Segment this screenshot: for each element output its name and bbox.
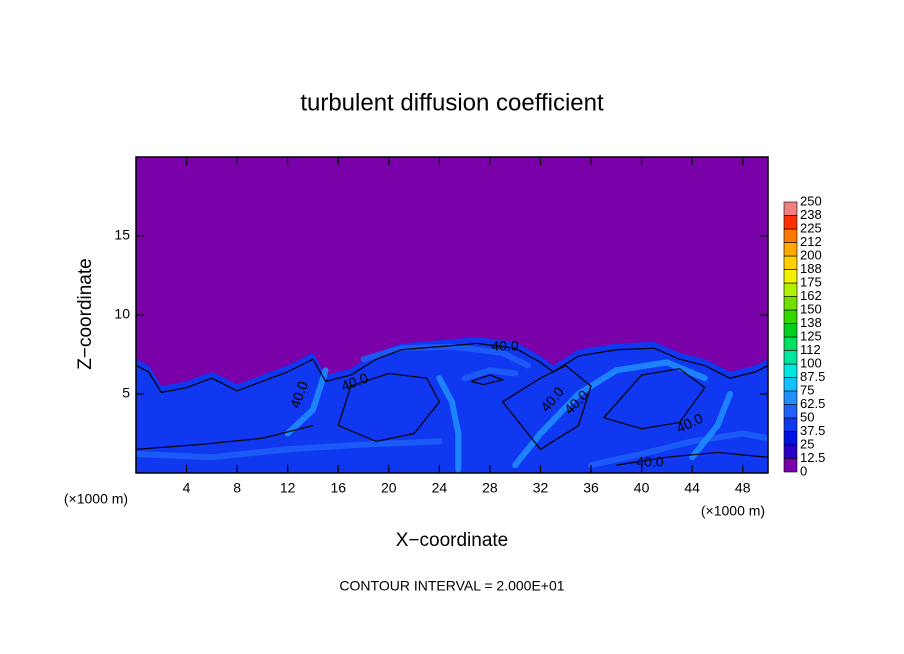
- x-tick-label: 24: [432, 480, 448, 496]
- colorbar-label: 188: [800, 261, 822, 276]
- x-unit-label: (×1000 m): [64, 491, 128, 507]
- colorbar-swatch: [783, 228, 798, 243]
- colorbar-swatch: [783, 269, 798, 284]
- x-tick-label: 4: [183, 480, 191, 496]
- x-tick-label: 36: [583, 480, 599, 496]
- field-streak: [284, 367, 329, 437]
- field-streak: [689, 391, 734, 461]
- colorbar-label: 225: [800, 220, 822, 235]
- field-streak: [461, 367, 519, 382]
- colorbar-label: 200: [800, 247, 822, 262]
- colorbar-swatch: [783, 242, 798, 257]
- colorbar-swatch: [783, 431, 798, 446]
- contour-line: [470, 374, 505, 386]
- contour-line: [616, 451, 768, 466]
- field-streak: [588, 430, 768, 469]
- contour-line: [136, 342, 768, 394]
- colorbar-swatch: [783, 296, 798, 311]
- field-streak: [360, 343, 531, 369]
- contour-line: [502, 364, 592, 451]
- colorbar-label: 12.5: [800, 450, 825, 465]
- colorbar-swatch: [783, 350, 798, 365]
- x-tick-label: 40: [634, 480, 650, 496]
- colorbar-label: 112: [800, 342, 821, 357]
- colorbar-label: 162: [800, 288, 822, 303]
- colorbar-swatch: [783, 336, 798, 351]
- y-tick-label: 5: [122, 385, 130, 401]
- field-streak: [136, 438, 443, 461]
- x-axis-label: X−coordinate: [396, 530, 509, 551]
- x-tick-label: 48: [735, 480, 751, 496]
- colorbar-label: 125: [800, 328, 822, 343]
- contour-line: [136, 425, 314, 450]
- colorbar-label: 100: [800, 355, 822, 370]
- colorbar-swatch: [783, 282, 798, 297]
- colorbar-swatch: [783, 404, 798, 419]
- colorbar-label: 50: [800, 409, 814, 424]
- y-tick-label: 15: [114, 227, 130, 243]
- colorbar-swatch: [783, 309, 798, 324]
- colorbar-label: 87.5: [800, 369, 825, 384]
- colorbar-label: 238: [800, 207, 822, 222]
- colorbar-swatch: [783, 444, 798, 459]
- colorbar-swatch: [783, 363, 798, 378]
- colorbar-swatch: [783, 377, 798, 392]
- colorbar-label: 0: [800, 463, 807, 478]
- y-tick-label: 10: [114, 306, 130, 322]
- colorbar-label: 37.5: [800, 423, 825, 438]
- colorbar-label: 62.5: [800, 396, 825, 411]
- field-streak: [512, 359, 708, 469]
- colorbar-swatch: [783, 255, 798, 270]
- contour-label: 40.0: [491, 338, 518, 354]
- colorbar-swatch: [783, 323, 798, 338]
- colorbar-swatch: [783, 390, 798, 405]
- footer-note: CONTOUR INTERVAL = 2.000E+01: [339, 578, 564, 594]
- colorbar-label: 212: [800, 234, 822, 249]
- chart-title: turbulent diffusion coefficient: [300, 89, 604, 116]
- colorbar-label: 150: [800, 301, 822, 316]
- colorbar-label: 250: [800, 193, 822, 208]
- x-tick-label: 44: [684, 480, 700, 496]
- x-tick-label: 8: [233, 480, 241, 496]
- contour-label: 40.0: [636, 454, 663, 470]
- colorbar-label: 175: [800, 274, 822, 289]
- colorbar-label: 138: [800, 315, 822, 330]
- colorbar-swatch: [783, 417, 798, 432]
- colorbar-swatch: [783, 458, 798, 473]
- colorbar-swatch: [783, 215, 798, 230]
- x-tick-label: 12: [280, 480, 296, 496]
- x-tick-label: 16: [330, 480, 346, 496]
- colorbar-label: 25: [800, 436, 814, 451]
- colorbar-swatch: [783, 201, 798, 216]
- x-tick-label: 32: [533, 480, 549, 496]
- x-tick-label: 20: [381, 480, 397, 496]
- contour-line: [337, 372, 441, 443]
- contour-line: [603, 368, 706, 430]
- z-unit-label: (×1000 m): [701, 503, 765, 519]
- colorbar-label: 75: [800, 382, 814, 397]
- x-tick-label: 28: [482, 480, 498, 496]
- y-axis-label: Z−coordinate: [75, 258, 96, 369]
- plot-field: 40.040.040.0 40.040.040.040.0: [136, 157, 768, 473]
- field-streak: [436, 375, 462, 473]
